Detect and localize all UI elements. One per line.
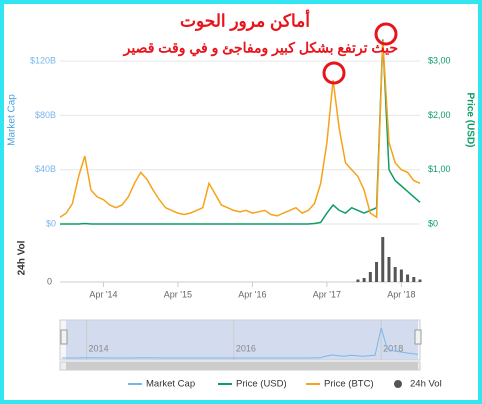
y2-tick-label: $2,00 — [428, 110, 451, 120]
y-tick-label: $120B — [30, 56, 56, 66]
x-tick-label: Apr '15 — [164, 289, 192, 299]
vol-bar — [412, 277, 416, 282]
y-axis-title: Market Cap — [7, 94, 18, 146]
vol-bar — [381, 237, 385, 282]
y2-tick-label: $1,00 — [428, 164, 451, 174]
navigator-tick-label: 2018 — [383, 343, 403, 353]
x-tick-label: Apr '14 — [89, 289, 117, 299]
vol-bar — [362, 278, 366, 282]
legend-label: Market Cap — [146, 379, 195, 390]
y-tick-label: $40B — [35, 164, 56, 174]
vol-bar — [356, 279, 360, 282]
series-line — [60, 39, 421, 225]
x-tick-label: Apr '16 — [238, 289, 266, 299]
navigator-tick-label: 2016 — [236, 343, 256, 353]
y2-tick-label: $3,00 — [428, 56, 451, 66]
vol-tick-label: 0 — [47, 276, 52, 286]
vol-bar — [406, 274, 410, 282]
vol-bar — [399, 269, 403, 282]
vol-bar — [418, 279, 422, 282]
vol-bar — [393, 267, 397, 282]
vol-bar — [368, 272, 372, 282]
annotation-title: أماكن مرور الحوت — [180, 8, 310, 31]
navigator-handle[interactable] — [60, 329, 68, 345]
navigator-tick-label: 2014 — [89, 343, 109, 353]
legend-label: 24h Vol — [410, 379, 442, 390]
vol-bar — [387, 257, 391, 282]
series-line — [59, 40, 421, 219]
x-tick-label: Apr '18 — [387, 289, 415, 299]
vol-axis-title: 24h Vol — [17, 240, 28, 275]
y2-axis-title: Price (USD) — [464, 92, 475, 147]
navigator-line — [62, 327, 419, 359]
navigator-selection — [66, 320, 418, 360]
y-tick-label: $80B — [35, 110, 56, 120]
navigator-handle[interactable] — [414, 329, 422, 345]
legend-label: Price (USD) — [236, 379, 287, 390]
legend-label: Price (BTC) — [324, 379, 374, 390]
legend-marker — [394, 380, 402, 388]
vol-bar — [375, 262, 379, 282]
y2-tick-label: $0 — [428, 218, 438, 228]
scrollbar-thumb[interactable] — [66, 362, 418, 370]
x-tick-label: Apr '17 — [313, 289, 341, 299]
annotation-text: حيث ترتفع بشكل كبير ومفاجئ و في وقت قصير — [123, 40, 398, 57]
y-tick-label: $0 — [46, 218, 56, 228]
highlight-circle — [374, 22, 398, 46]
highlight-circle — [322, 61, 346, 85]
